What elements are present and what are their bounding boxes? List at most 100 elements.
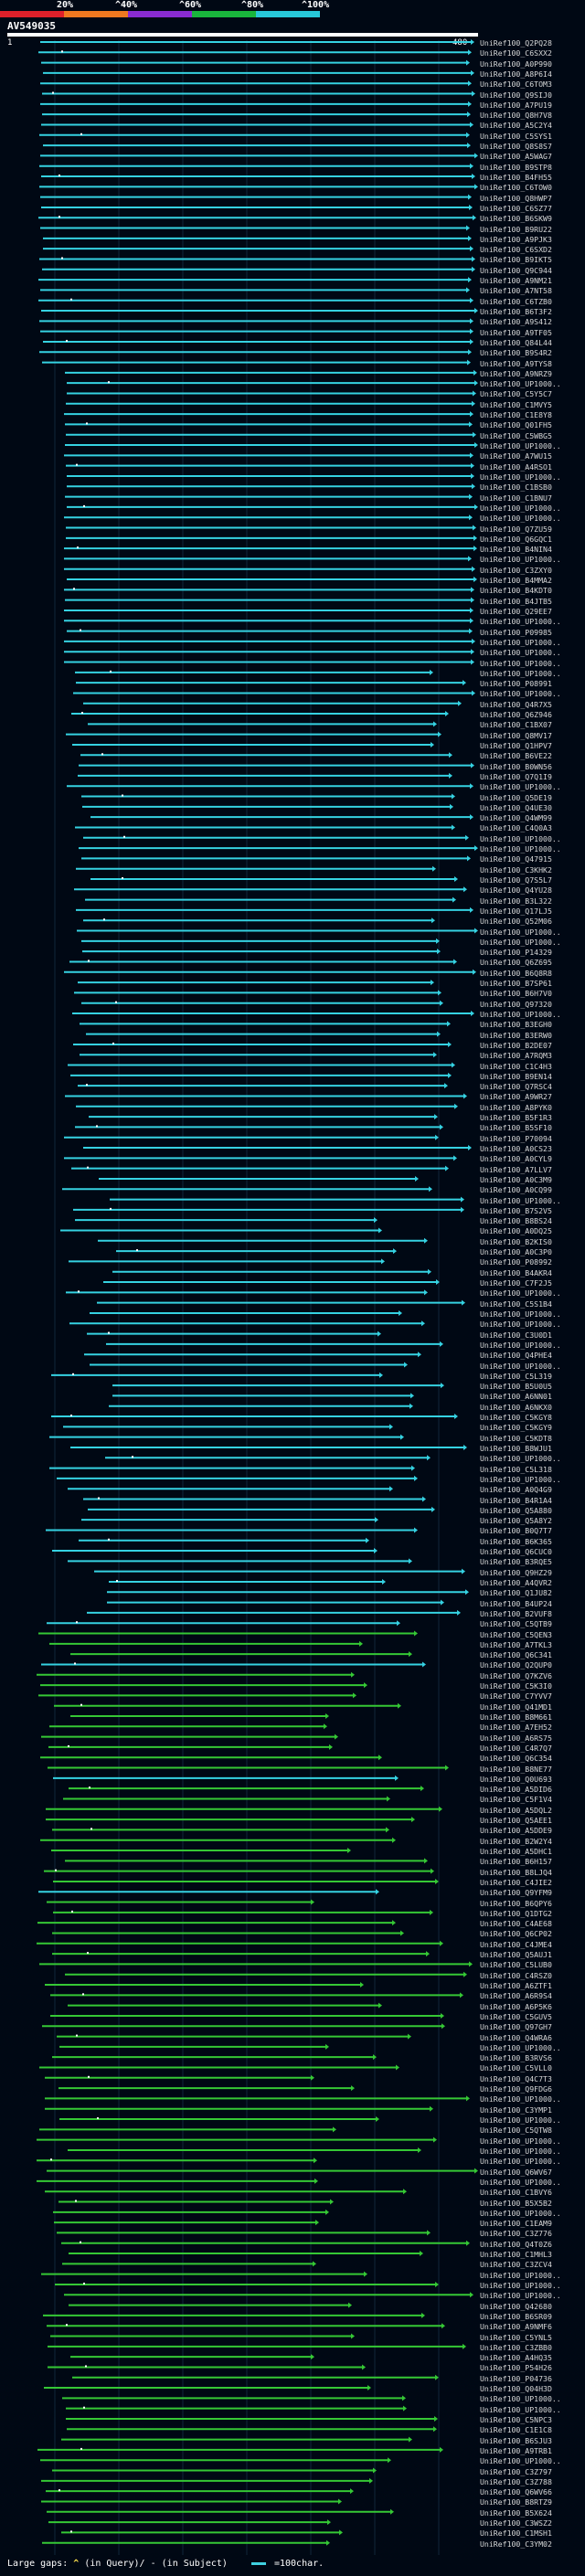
hit-label[interactable]: UniRef100_B5SF10 (480, 1123, 552, 1133)
hit-label[interactable]: UniRef100_Q5AUJ1 (480, 1950, 552, 1960)
hit-label[interactable]: UniRef100_UP1000.. (480, 2291, 561, 2301)
hit-label[interactable]: UniRef100_UP1000.. (480, 514, 561, 524)
hit-label[interactable]: UniRef100_B6Q8R8 (480, 968, 552, 978)
hit-label[interactable]: UniRef100_P14329 (480, 948, 552, 958)
hit-label[interactable]: UniRef100_Q41MD1 (480, 1701, 552, 1712)
hit-label[interactable]: UniRef100_UP1000.. (480, 441, 561, 451)
hit-label[interactable]: UniRef100_A6ZTF1 (480, 1981, 552, 1991)
hit-label[interactable]: UniRef100_Q6Z946 (480, 710, 552, 720)
hit-label[interactable]: UniRef100_Q2QUP0 (480, 1660, 552, 1670)
hit-label[interactable]: UniRef100_B4R1A4 (480, 1495, 552, 1505)
hit-label[interactable]: UniRef100_A6NKX0 (480, 1402, 552, 1412)
hit-label[interactable]: UniRef100_B9EN14 (480, 1071, 552, 1081)
hit-label[interactable]: UniRef100_B8BS24 (480, 1216, 552, 1226)
hit-label[interactable]: UniRef100_UP1000.. (480, 637, 561, 647)
hit-label[interactable]: UniRef100_B3RVS6 (480, 2053, 552, 2063)
hit-label[interactable]: UniRef100_C6SZ77 (480, 203, 552, 213)
hit-label[interactable]: UniRef100_UP1000.. (480, 2115, 561, 2125)
hit-label[interactable]: UniRef100_B2DE07 (480, 1040, 552, 1050)
hit-label[interactable]: UniRef100_UP1000.. (480, 555, 561, 565)
hit-label[interactable]: UniRef100_C1BNU7 (480, 493, 552, 503)
hit-label[interactable]: UniRef100_UP1000.. (480, 1340, 561, 1350)
hit-label[interactable]: UniRef100_C5SYS1 (480, 131, 552, 141)
hit-label[interactable]: UniRef100_UP1000.. (480, 1010, 561, 1019)
hit-label[interactable]: UniRef100_A0CYL9 (480, 1154, 552, 1164)
hit-label[interactable]: UniRef100_C4RSZ0 (480, 1970, 552, 1980)
hit-label[interactable]: UniRef100_Q5AEE1 (480, 1816, 552, 1826)
hit-label[interactable]: UniRef100_Q6Z695 (480, 958, 552, 968)
hit-label[interactable]: UniRef100_C5K3I0 (480, 1681, 552, 1691)
hit-label[interactable]: UniRef100_UP1000.. (480, 1361, 561, 1371)
hit-label[interactable]: UniRef100_C4Q0A3 (480, 823, 552, 833)
hit-label[interactable]: UniRef100_Q7S5L7 (480, 875, 552, 885)
hit-label[interactable]: UniRef100_Q01FH5 (480, 420, 552, 430)
hit-label[interactable]: UniRef100_UP1000.. (480, 1195, 561, 1205)
hit-label[interactable]: UniRef100_UP1000.. (480, 2456, 561, 2466)
hit-label[interactable]: UniRef100_UP1000.. (480, 617, 561, 627)
hit-label[interactable]: UniRef100_C6TZB0 (480, 296, 552, 306)
hit-label[interactable]: UniRef100_B0Q7T7 (480, 1526, 552, 1536)
hit-label[interactable]: UniRef100_C5QEN3 (480, 1629, 552, 1639)
hit-label[interactable]: UniRef100_Q4C7T3 (480, 2073, 552, 2083)
hit-label[interactable]: UniRef100_A0C3M9 (480, 1174, 552, 1184)
hit-label[interactable]: UniRef100_B9STP8 (480, 162, 552, 172)
hit-label[interactable]: UniRef100_C5WBG5 (480, 430, 552, 440)
hit-label[interactable]: UniRef100_B3EGH0 (480, 1020, 552, 1030)
hit-label[interactable]: UniRef100_B4FH55 (480, 173, 552, 182)
hit-label[interactable]: UniRef100_B8RTZ9 (480, 2497, 552, 2507)
hit-label[interactable]: UniRef100_B4JTB5 (480, 596, 552, 606)
hit-label[interactable]: UniRef100_B6QPY6 (480, 1898, 552, 1908)
hit-label[interactable]: UniRef100_A5WAG7 (480, 152, 552, 162)
hit-label[interactable]: UniRef100_Q97GH7 (480, 2022, 552, 2032)
hit-label[interactable]: UniRef100_A0P990 (480, 58, 552, 69)
hit-label[interactable]: UniRef100_B4NIN4 (480, 545, 552, 555)
hit-label[interactable]: UniRef100_C5KDT8 (480, 1433, 552, 1443)
hit-label[interactable]: UniRef100_B3L322 (480, 896, 552, 906)
hit-label[interactable]: UniRef100_Q17LJ5 (480, 906, 552, 916)
hit-label[interactable]: UniRef100_C5LUB0 (480, 1960, 552, 1970)
hit-label[interactable]: UniRef100_A6NN01 (480, 1392, 552, 1402)
hit-label[interactable]: UniRef100_Q8MV17 (480, 730, 552, 740)
hit-label[interactable]: UniRef100_C5L319 (480, 1371, 552, 1381)
hit-label[interactable]: UniRef100_UP1000.. (480, 379, 561, 389)
hit-label[interactable]: UniRef100_Q97320 (480, 999, 552, 1009)
hit-label[interactable]: UniRef100_Q04H3D (480, 2384, 552, 2394)
hit-label[interactable]: UniRef100_C5NPC3 (480, 2414, 552, 2424)
hit-label[interactable]: UniRef100_B4AKR4 (480, 1267, 552, 1277)
hit-label[interactable]: UniRef100_UP1000.. (480, 1474, 561, 1484)
hit-label[interactable]: UniRef100_A6RS75 (480, 1733, 552, 1743)
hit-label[interactable]: UniRef100_Q6C341 (480, 1650, 552, 1660)
hit-label[interactable]: UniRef100_C5Y5C7 (480, 389, 552, 399)
hit-label[interactable]: UniRef100_UP1000.. (480, 503, 561, 513)
hit-label[interactable]: UniRef100_A9NMF6 (480, 2322, 552, 2332)
hit-label[interactable]: UniRef100_C3WSZ2 (480, 2518, 552, 2528)
hit-label[interactable]: UniRef100_A6P5K6 (480, 2001, 552, 2011)
hit-label[interactable]: UniRef100_UP1000.. (480, 1320, 561, 1330)
hit-label[interactable]: UniRef100_Q6GQC1 (480, 534, 552, 544)
hit-label[interactable]: UniRef100_C3Z788 (480, 2476, 552, 2486)
hit-label[interactable]: UniRef100_Q1JU82 (480, 1588, 552, 1598)
hit-label[interactable]: UniRef100_A5DHC1 (480, 1847, 552, 1856)
hit-label[interactable]: UniRef100_C5GUV5 (480, 2011, 552, 2021)
hit-label[interactable]: UniRef100_UP1000.. (480, 2394, 561, 2404)
hit-label[interactable]: UniRef100_C5QTW8 (480, 2125, 552, 2136)
hit-label[interactable]: UniRef100_A7PU19 (480, 100, 552, 110)
hit-label[interactable]: UniRef100_Q29EE7 (480, 606, 552, 616)
hit-label[interactable]: UniRef100_C5L318 (480, 1464, 552, 1474)
hit-label[interactable]: UniRef100_B9IKT5 (480, 255, 552, 265)
hit-label[interactable]: UniRef100_A4QVR2 (480, 1577, 552, 1587)
hit-label[interactable]: UniRef100_UP1000.. (480, 2042, 561, 2052)
hit-label[interactable]: UniRef100_UP1000.. (480, 1288, 561, 1299)
hit-label[interactable]: UniRef100_UP1000.. (480, 2146, 561, 2156)
hit-label[interactable]: UniRef100_C4JME4 (480, 1939, 552, 1949)
hit-label[interactable]: UniRef100_Q9HZ29 (480, 1567, 552, 1577)
hit-label[interactable]: UniRef100_B5X624 (480, 2507, 552, 2518)
hit-label[interactable]: UniRef100_C7YVV7 (480, 1691, 552, 1701)
hit-label[interactable]: UniRef100_P08992 (480, 1257, 552, 1267)
hit-label[interactable]: UniRef100_A4HQ35 (480, 2353, 552, 2363)
hit-label[interactable]: UniRef100_C3ZCV4 (480, 2260, 552, 2270)
hit-label[interactable]: UniRef100_C7F2J5 (480, 1278, 552, 1288)
hit-label[interactable]: UniRef100_C4AE68 (480, 1919, 552, 1929)
hit-label[interactable]: UniRef100_A9NRZ9 (480, 368, 552, 378)
hit-label[interactable]: UniRef100_Q47915 (480, 854, 552, 864)
